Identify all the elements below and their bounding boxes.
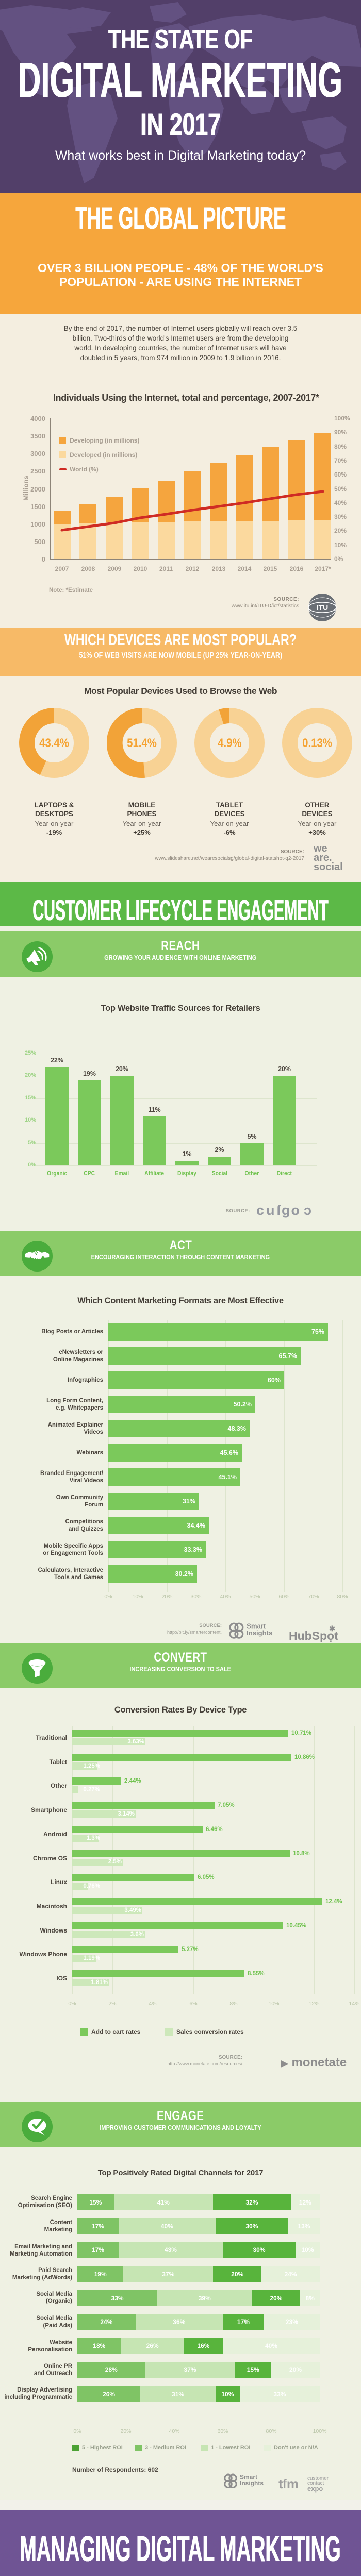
svg-text:ITU: ITU	[317, 603, 329, 612]
